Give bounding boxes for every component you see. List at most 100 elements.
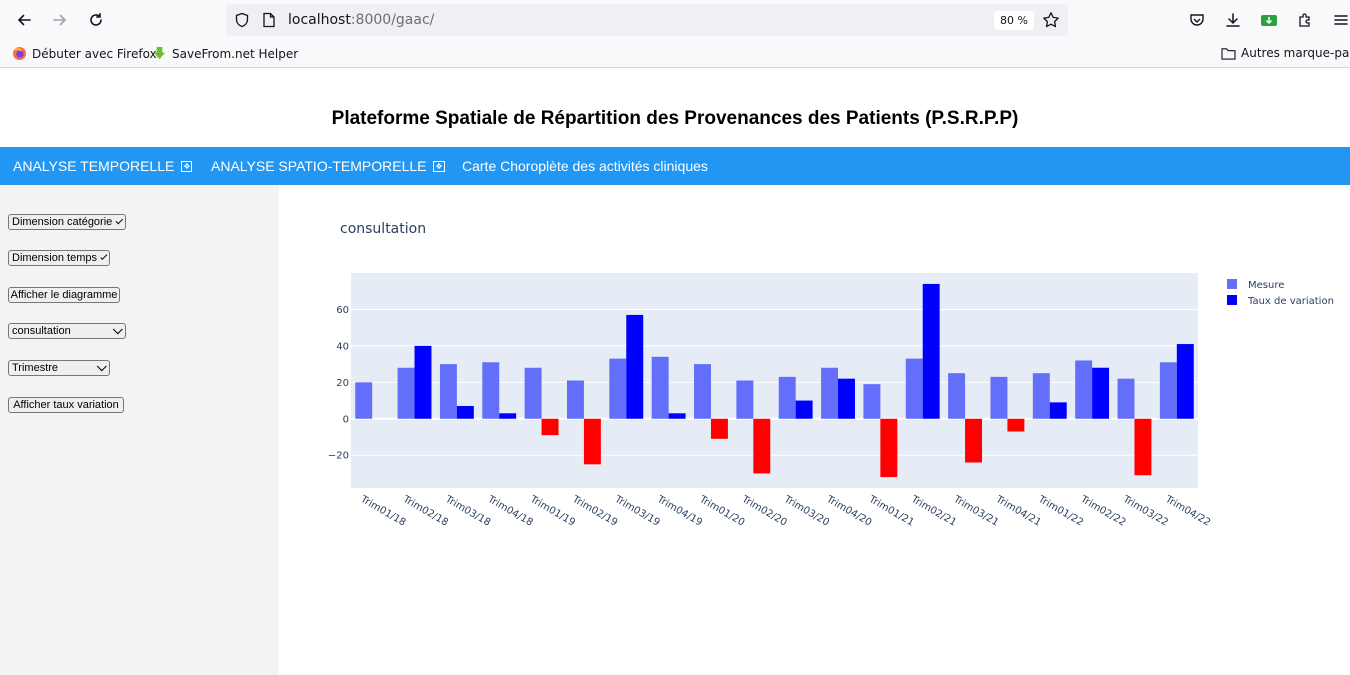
savefrom-arrow-icon (153, 46, 166, 60)
back-button[interactable] (10, 6, 38, 34)
bar-taux-variation[interactable] (1049, 402, 1067, 419)
afficher-diagramme-button[interactable]: Afficher le diagramme (8, 287, 120, 303)
menu-analyse-temporelle[interactable]: ANALYSE TEMPORELLE ❖ (13, 158, 193, 174)
time-select[interactable]: Trimestre (8, 360, 110, 376)
menu-carte-choroplete[interactable]: Carte Choroplète des activités cliniques (462, 158, 708, 174)
bar-mesure[interactable] (948, 373, 966, 419)
bar-taux-variation[interactable] (795, 400, 813, 419)
y-tick-label: 20 (336, 378, 349, 389)
forward-arrow-icon (53, 14, 67, 26)
hamburger-icon (1334, 15, 1348, 25)
url-bar[interactable]: localhost:8000/gaac/ 80 % (226, 4, 1068, 36)
chevron-down-icon (112, 323, 123, 334)
bar-taux-variation[interactable] (753, 418, 771, 474)
shield-icon[interactable] (234, 12, 250, 28)
bar-mesure[interactable] (863, 384, 881, 419)
bar-mesure[interactable] (566, 380, 584, 419)
x-tick-label: Trim04/18 (485, 494, 535, 529)
bar-chart[interactable]: consultation −20 0 20 40 60 Trim01/18Trim02/18… (279, 185, 1350, 675)
bookmark-firefox[interactable]: Débuter avec Firefox (12, 46, 157, 61)
legend-swatch-mesure[interactable] (1227, 279, 1237, 289)
bar-taux-variation[interactable] (965, 418, 983, 463)
bar-mesure[interactable] (1117, 378, 1135, 419)
bar-taux-variation[interactable] (838, 378, 855, 419)
menu-item-label: Carte Choroplète des activités cliniques (462, 158, 708, 174)
bookmark-star-icon[interactable] (1042, 11, 1060, 29)
bar-mesure[interactable] (694, 364, 711, 419)
x-tick-label: Trim02/21 (908, 494, 958, 529)
bar-mesure[interactable] (651, 356, 669, 419)
bar-mesure[interactable] (1075, 360, 1093, 419)
reload-icon (90, 13, 102, 26)
y-tick-label: 40 (336, 341, 349, 352)
plot-background (351, 273, 1198, 488)
bar-taux-variation[interactable] (414, 345, 432, 419)
x-tick-label: Trim04/19 (654, 494, 704, 529)
bar-taux-variation[interactable] (922, 283, 940, 419)
x-tick-label: Trim02/22 (1078, 494, 1128, 529)
bar-taux-variation[interactable] (1092, 367, 1110, 419)
forward-button[interactable] (46, 6, 74, 34)
menu-button[interactable] (1330, 9, 1350, 31)
bar-mesure[interactable] (990, 376, 1008, 419)
pocket-icon (1190, 14, 1204, 26)
x-tick-label: Trim02/18 (400, 494, 450, 529)
bar-taux-variation[interactable] (456, 406, 474, 419)
puzzle-icon (1299, 13, 1310, 27)
bar-taux-variation[interactable] (710, 418, 728, 439)
bar-mesure[interactable] (397, 367, 415, 419)
bar-mesure[interactable] (736, 380, 754, 419)
firefox-icon (12, 46, 27, 61)
chart-area: consultation −20 0 20 40 60 Trim01/18 Trim02/18… (279, 185, 1350, 675)
extension-savefrom-button[interactable] (1258, 9, 1280, 31)
bar-taux-variation[interactable] (668, 413, 686, 419)
select-value: Dimension temps (12, 252, 97, 264)
extensions-button[interactable] (1294, 9, 1316, 31)
bar-taux-variation[interactable] (880, 418, 898, 478)
category-select[interactable]: consultation (8, 323, 126, 339)
other-bookmarks[interactable]: Autres marque-pages (1221, 46, 1350, 60)
x-tick-label: Trim01/21 (866, 494, 916, 529)
legend-label-taux[interactable]: Taux de variation (1247, 296, 1334, 307)
bar-mesure[interactable] (439, 364, 457, 419)
x-tick-label: Trim03/18 (443, 494, 493, 529)
back-arrow-icon (17, 14, 31, 26)
bar-taux-variation[interactable] (541, 418, 559, 436)
bar-taux-variation[interactable] (1134, 418, 1152, 476)
legend-label-mesure[interactable]: Mesure (1248, 280, 1284, 291)
downloads-button[interactable] (1222, 9, 1244, 31)
bar-mesure[interactable] (1159, 362, 1177, 419)
legend-swatch-taux[interactable] (1227, 295, 1237, 305)
pocket-button[interactable] (1186, 9, 1208, 31)
bar-taux-variation[interactable] (583, 418, 601, 465)
afficher-taux-button[interactable]: Afficher taux variation (8, 397, 124, 413)
y-tick-label: −20 (328, 451, 349, 462)
bar-mesure[interactable] (778, 376, 796, 419)
select-value: consultation (12, 325, 71, 337)
x-tick-label: Trim03/21 (951, 494, 1001, 529)
reload-button[interactable] (82, 6, 110, 34)
page-icon[interactable] (262, 12, 276, 28)
download-icon (1226, 13, 1240, 27)
dimension-temps-select[interactable]: Dimension temps (8, 250, 110, 266)
bar-mesure[interactable] (355, 382, 373, 419)
menu-analyse-spatio-temporelle[interactable]: ANALYSE SPATIO-TEMPORELLE ❖ (211, 158, 445, 174)
x-tick-label: Trim02/20 (739, 494, 789, 529)
bar-mesure[interactable] (1032, 373, 1050, 419)
bar-taux-variation[interactable] (1176, 344, 1194, 419)
bar-mesure[interactable] (482, 362, 500, 419)
x-tick-label: Trim03/22 (1120, 494, 1170, 529)
bookmark-savefrom[interactable]: SaveFrom.net Helper (152, 46, 298, 61)
bar-taux-variation[interactable] (626, 314, 644, 419)
url-text[interactable]: localhost:8000/gaac/ (288, 12, 434, 28)
bar-mesure[interactable] (609, 358, 627, 419)
folder-icon (1221, 47, 1236, 60)
zoom-badge[interactable]: 80 % (994, 11, 1034, 30)
bar-taux-variation[interactable] (1007, 418, 1025, 432)
dimension-categorie-select[interactable]: Dimension catégorie (8, 214, 126, 230)
bar-mesure[interactable] (821, 367, 839, 419)
dropdown-caret-icon: ❖ (181, 161, 193, 172)
bar-mesure[interactable] (905, 358, 923, 419)
bar-mesure[interactable] (524, 367, 542, 419)
bar-taux-variation[interactable] (499, 413, 517, 419)
